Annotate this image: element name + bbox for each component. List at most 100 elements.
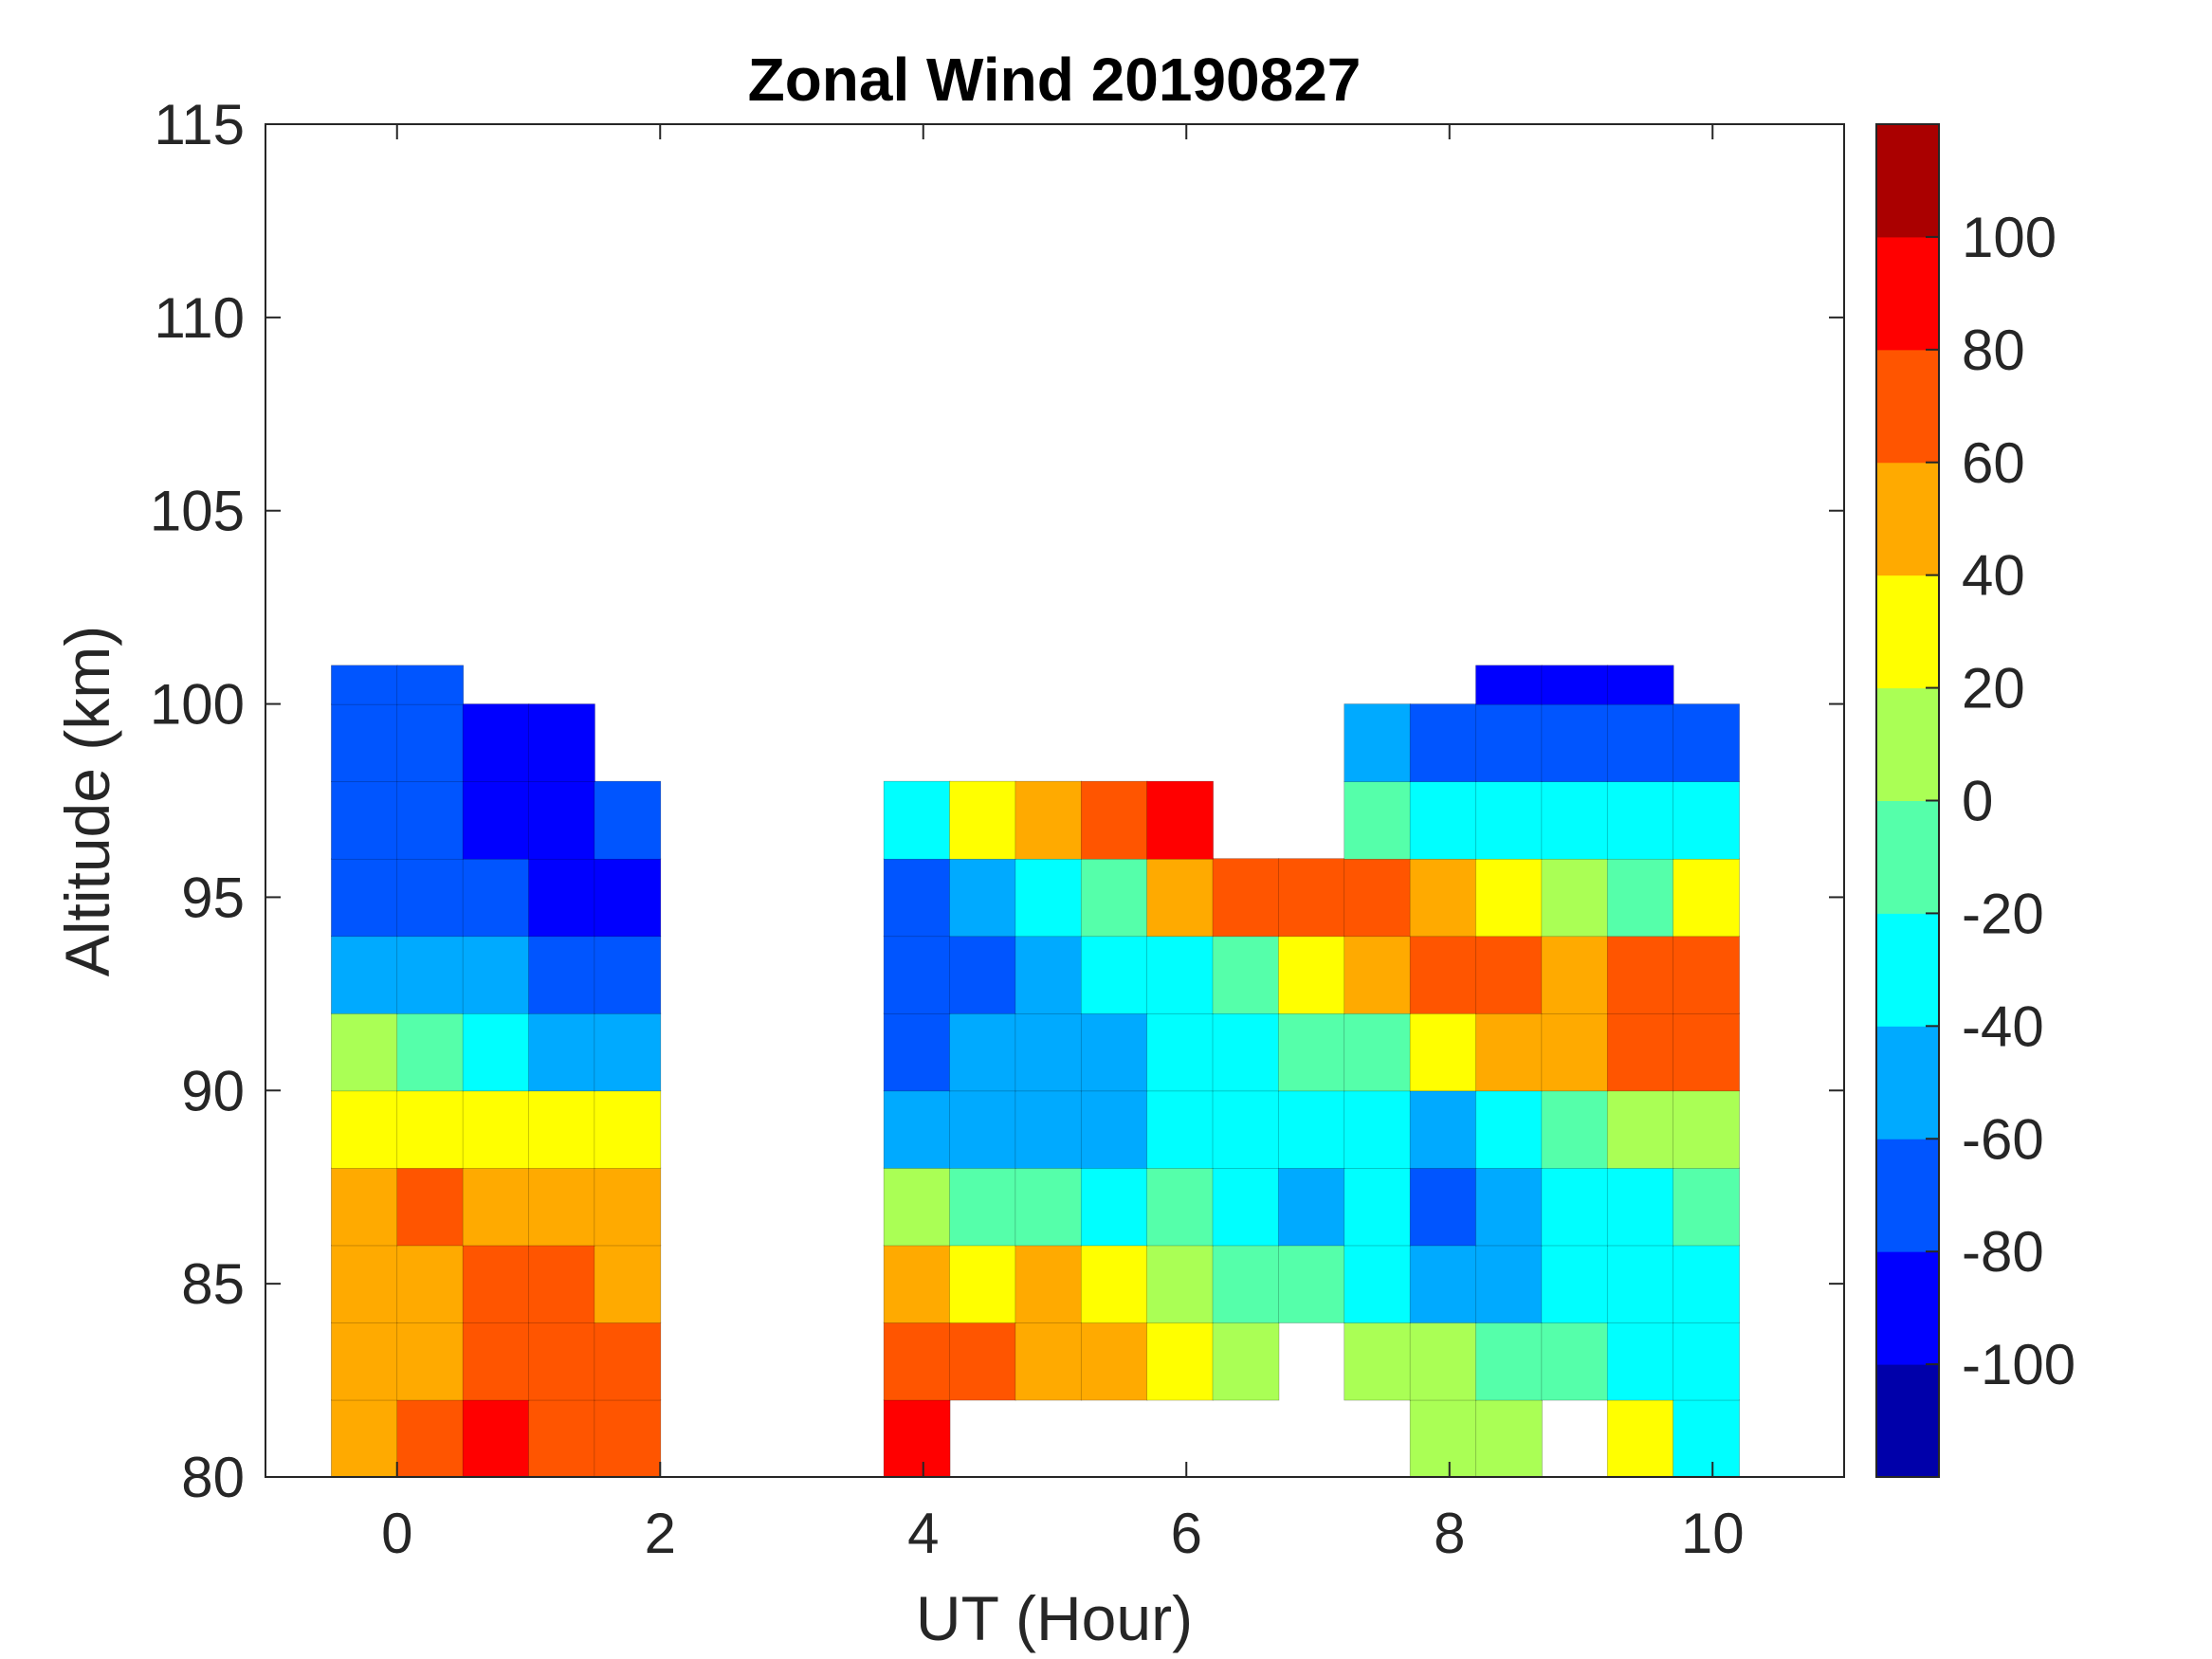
contour-cell <box>1015 1322 1083 1401</box>
contour-cell <box>1015 935 1083 1014</box>
colorbar-tick-label: 20 <box>1962 657 2025 720</box>
contour-cell <box>1080 780 1148 860</box>
contour-cell <box>1606 858 1674 938</box>
contour-cell <box>1475 1399 1543 1478</box>
contour-cell <box>1212 858 1280 938</box>
contour-cell <box>949 1322 1016 1401</box>
contour-cell <box>949 1089 1016 1169</box>
contour-cell <box>1015 1167 1083 1247</box>
contour-cell <box>331 780 398 860</box>
colorbar-tick-label: -60 <box>1962 1107 2044 1171</box>
contour-cell <box>462 1012 530 1092</box>
contour-cell <box>1606 665 1674 705</box>
contour-cell <box>1015 780 1083 860</box>
contour-cell <box>883 1089 951 1169</box>
contour-cell <box>1475 1167 1543 1247</box>
contour-cell <box>331 1089 398 1169</box>
contour-cell <box>1212 1012 1280 1092</box>
contour-cell <box>1146 1245 1214 1323</box>
x-tick-label: 8 <box>1434 1502 1465 1565</box>
contour-cell <box>1344 703 1412 783</box>
contour-cell <box>1278 1012 1345 1092</box>
y-tick-label: 110 <box>154 286 245 350</box>
contour-cell <box>1015 1245 1083 1323</box>
contour-cell <box>1673 703 1740 783</box>
colorbar-segment <box>1876 1026 1939 1139</box>
contour-cell <box>1606 780 1674 860</box>
contour-cell <box>1541 780 1609 860</box>
contour-cell <box>528 703 595 783</box>
contour-cell <box>1541 935 1609 1014</box>
contour-cell <box>396 1322 465 1401</box>
contour-cell <box>1673 1089 1740 1169</box>
y-tick-label: 100 <box>150 673 245 737</box>
contour-cell <box>396 1012 465 1092</box>
contour-cell <box>594 935 662 1014</box>
colorbar-segment <box>1876 1139 1939 1252</box>
contour-cell <box>462 1167 530 1247</box>
contour-cell <box>1606 703 1674 783</box>
colorbar-tick-label: 0 <box>1962 770 1993 833</box>
contour-cell <box>1278 858 1345 938</box>
contour-cell <box>1409 1089 1477 1169</box>
contour-cell <box>1344 858 1412 938</box>
contour-cell <box>1278 935 1345 1014</box>
contour-cell <box>1278 1167 1345 1247</box>
contour-cell <box>1475 780 1543 860</box>
contour-cell <box>1606 1012 1674 1092</box>
y-tick-label: 115 <box>154 93 245 156</box>
contour-cell <box>1606 1322 1674 1401</box>
contour-cell <box>1344 1167 1412 1247</box>
colorbar-segment <box>1876 800 1939 914</box>
contour-cell <box>396 858 465 938</box>
contour-cell <box>462 1399 530 1478</box>
contour-cell <box>462 935 530 1014</box>
contour-cell <box>396 1167 465 1247</box>
y-axis-label: Altitude (km) <box>52 626 122 976</box>
contour-cell <box>396 1089 465 1169</box>
colorbar-tick-label: -40 <box>1962 994 2044 1058</box>
contour-cell <box>1212 1089 1280 1169</box>
contour-cell <box>883 780 951 860</box>
x-tick-label: 2 <box>645 1502 676 1565</box>
contour-cell <box>1015 1012 1083 1092</box>
contour-cell <box>528 780 595 860</box>
contour-cell <box>396 1399 465 1478</box>
contour-cell <box>528 1089 595 1169</box>
contour-cell <box>594 1399 662 1478</box>
colorbar-segment <box>1876 1251 1939 1365</box>
x-tick-label: 6 <box>1171 1502 1202 1565</box>
contour-cell <box>1673 780 1740 860</box>
contour-cell <box>949 1012 1016 1092</box>
contour-cell <box>1409 935 1477 1014</box>
contour-cell <box>1146 780 1214 860</box>
contour-cell <box>462 780 530 860</box>
contour-cell <box>1409 1012 1477 1092</box>
contour-cell <box>1080 858 1148 938</box>
contour-cell <box>528 1322 595 1401</box>
y-axis: 80 85 90 95 100 105 110 115 <box>150 93 1844 1509</box>
contour-cell <box>528 1167 595 1247</box>
contour-cell <box>1080 1012 1148 1092</box>
contour-cell <box>1146 1012 1214 1092</box>
colorbar-tick-label: 80 <box>1962 319 2025 382</box>
contour-cell <box>462 1245 530 1323</box>
contour-cell <box>331 1245 398 1323</box>
contour-cell <box>1475 665 1543 705</box>
contour-cell <box>331 1322 398 1401</box>
contour-cell <box>1409 780 1477 860</box>
contour-cell <box>1278 1245 1345 1323</box>
contour-cell <box>1409 1245 1477 1323</box>
contour-cell <box>1673 1167 1740 1247</box>
contour-cell <box>1344 1322 1412 1401</box>
y-tick-label: 95 <box>181 866 245 929</box>
contour-cell <box>594 858 662 938</box>
x-axis-label: UT (Hour) <box>916 1583 1193 1653</box>
colorbar: -100 -80 -60 -40 -20 0 20 40 60 80 100 <box>1875 123 2075 1478</box>
contour-cell <box>396 665 465 705</box>
contour-cell <box>1541 1322 1609 1401</box>
colorbar-segment <box>1876 687 1939 801</box>
contour-cell <box>1606 935 1674 1014</box>
contour-cell <box>1541 1245 1609 1323</box>
